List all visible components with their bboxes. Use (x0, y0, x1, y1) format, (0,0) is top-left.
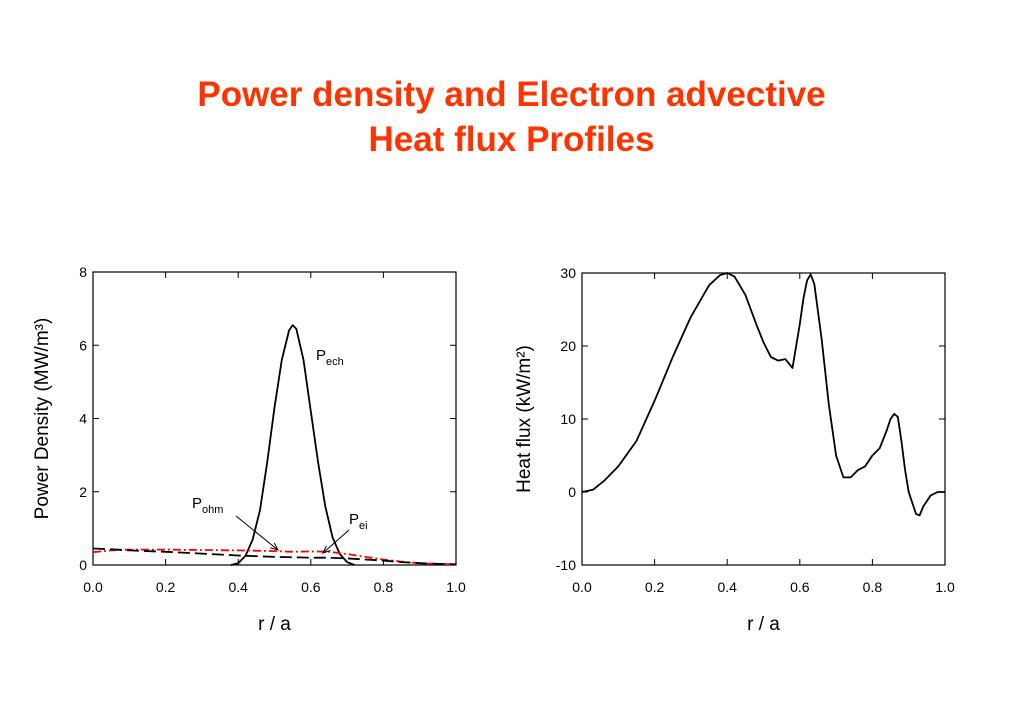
heat-y-tick-label: 10 (560, 411, 576, 427)
heat-x-tick-label: 0.0 (572, 579, 592, 595)
slide-title-line2: Heat flux Profiles (368, 120, 655, 159)
slide-title: Power density and Electron advective Hea… (0, 72, 1023, 162)
p-ei-annotation-base: P (349, 511, 359, 528)
heat-y-axis-label: Heat flux (kW/m²) (514, 345, 535, 493)
p-ohm-annotation-base: P (192, 495, 202, 512)
p-ech-annotation-base: P (316, 347, 326, 364)
power-x-axis-label: r / a (258, 614, 291, 635)
heat-x-tick-label: 0.8 (863, 579, 883, 595)
power-y-axis-label: Power Density (MW/m³) (32, 318, 53, 520)
power-y-tick-label: 0 (79, 557, 87, 573)
power-x-tick-label: 1.0 (446, 579, 466, 595)
heat-y-tick-label: 0 (568, 484, 576, 500)
power-x-tick-label: 0.4 (228, 579, 248, 595)
heat-x-tick-label: 1.0 (935, 579, 955, 595)
series-heat-flux-line (581, 272, 945, 517)
p-ei-annotation-sub: ei (359, 520, 368, 532)
p-ohm-leader-line (235, 515, 279, 551)
power-y-tick-label: 6 (79, 337, 87, 353)
heat-y-tick-label: 30 (560, 265, 576, 281)
power-y-tick-label: 8 (79, 264, 87, 280)
p-ech-annotation-sub: ech (326, 356, 344, 368)
p-ech-annotation: Pech (316, 347, 344, 368)
p-ohm-arrowhead (270, 542, 279, 551)
heat-x-tick-label: 0.6 (790, 579, 810, 595)
heat-x-tick-label: 0.2 (645, 579, 665, 595)
power-x-tick-label: 0.2 (156, 579, 176, 595)
power-x-tick-label: 0.6 (301, 579, 321, 595)
p-ei-leader-line (322, 529, 350, 554)
series-p-ei-line (92, 547, 457, 566)
heat-x-axis-label: r / a (747, 614, 780, 635)
p-ohm-annotation-sub: ohm (202, 504, 223, 516)
power-x-tick-label: 0.0 (83, 579, 103, 595)
heat-y-tick-label: 20 (560, 338, 576, 354)
heat-x-tick-label: 0.4 (717, 579, 737, 595)
heat-y-tick-label: -10 (556, 557, 576, 573)
power-y-tick-label: 4 (79, 411, 87, 427)
p-ohm-annotation: Pohm (192, 495, 223, 516)
series-p-ech-line (230, 324, 355, 566)
p-ei-arrowhead (322, 545, 331, 554)
slide-title-line1: Power density and Electron advective (197, 75, 826, 114)
power-y-tick-label: 2 (79, 484, 87, 500)
p-ei-annotation: Pei (349, 511, 368, 532)
power-x-tick-label: 0.8 (374, 579, 394, 595)
